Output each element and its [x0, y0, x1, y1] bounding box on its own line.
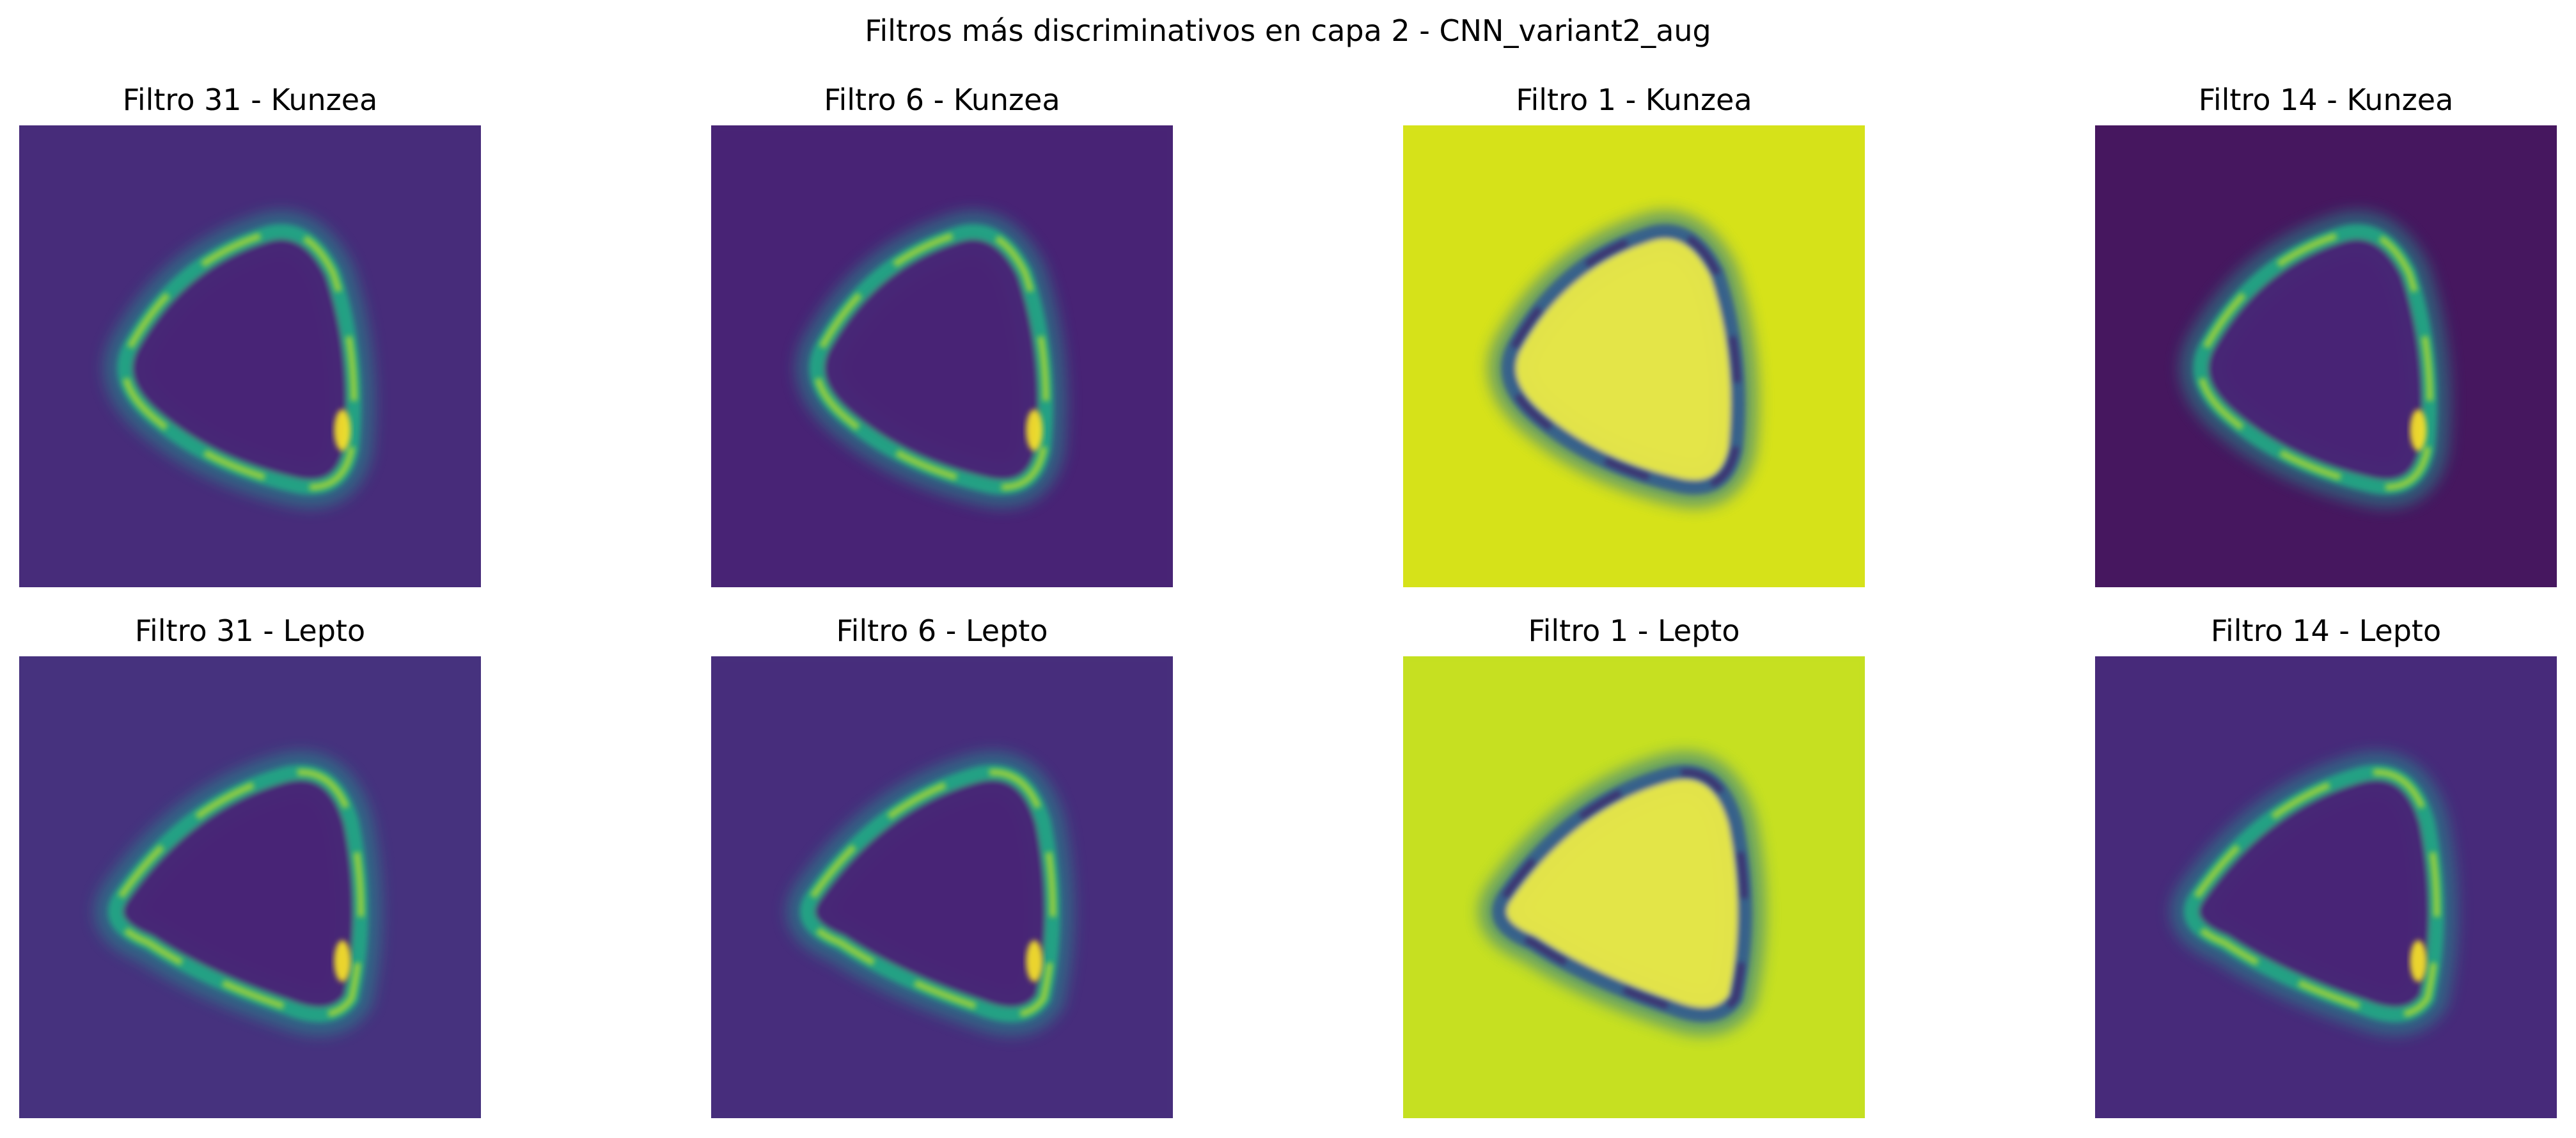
activation-map-image: [1403, 125, 1865, 587]
activation-map-image: [19, 125, 481, 587]
panel-title: Filtro 14 - Kunzea: [2198, 83, 2454, 117]
panel-title: Filtro 1 - Lepto: [1528, 613, 1740, 648]
panel-title: Filtro 6 - Kunzea: [824, 83, 1060, 117]
panel-title: Filtro 31 - Lepto: [134, 613, 366, 648]
activation-map-image: [711, 125, 1173, 587]
activation-map-image: [1403, 656, 1865, 1118]
panel-title: Filtro 31 - Kunzea: [122, 83, 378, 117]
activation-map-image: [2095, 656, 2557, 1118]
activation-map-image: [19, 656, 481, 1118]
figure-title: Filtros más discriminativos en capa 2 - …: [865, 13, 1711, 48]
activation-map-image: [711, 656, 1173, 1118]
panel-title: Filtro 14 - Lepto: [2210, 613, 2442, 648]
activation-map-image: [2095, 125, 2557, 587]
panel-title: Filtro 1 - Kunzea: [1516, 83, 1752, 117]
panel-title: Filtro 6 - Lepto: [836, 613, 1048, 648]
